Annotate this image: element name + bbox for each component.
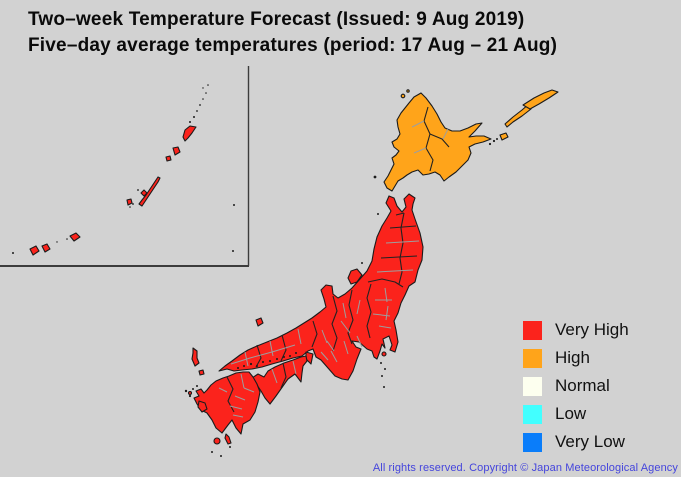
temperature-legend: Very High High Normal Low Very Low [523,316,629,456]
legend-item-very-high: Very High [523,316,629,344]
title-line-2: Five–day average temperatures (period: 1… [28,35,558,56]
legend-label-normal: Normal [555,376,610,395]
title-line-1: Two–week Temperature Forecast (Issued: 9… [28,9,525,30]
legend-item-very-low: Very Low [523,428,629,456]
shikoku-boundaries [271,360,297,389]
inset-frame [0,66,250,267]
legend-item-high: High [523,344,629,372]
legend-swatch-low [523,404,542,424]
region-shikoku [251,355,308,405]
copyright-notice: All rights reserved. Copyright © Japan M… [372,462,678,474]
page-title: Two–week Temperature Forecast (Issued: 9… [28,7,557,59]
region-honshu [218,193,424,381]
hokkaido-islets [373,138,498,179]
legend-label-very-low: Very Low [555,432,625,451]
hokkaido-boundaries [411,106,450,172]
legend-swatch-normal [523,376,542,396]
legend-swatch-very-low [523,432,542,452]
legend-label-high: High [555,348,590,367]
coastal-islets [184,213,386,457]
honshu-boundaries [230,212,420,368]
legend-swatch-very-high [523,320,542,340]
legend-swatch-high [523,348,542,368]
legend-label-low: Low [555,404,587,423]
legend-item-low: Low [523,400,629,428]
region-hokkaido [383,89,559,192]
legend-item-normal: Normal [523,372,629,400]
inset-small-islets [12,84,235,254]
inset-ryukyu-islands [29,125,197,256]
kyushu-boundaries [218,373,255,418]
legend-label-very-high: Very High [555,320,629,339]
